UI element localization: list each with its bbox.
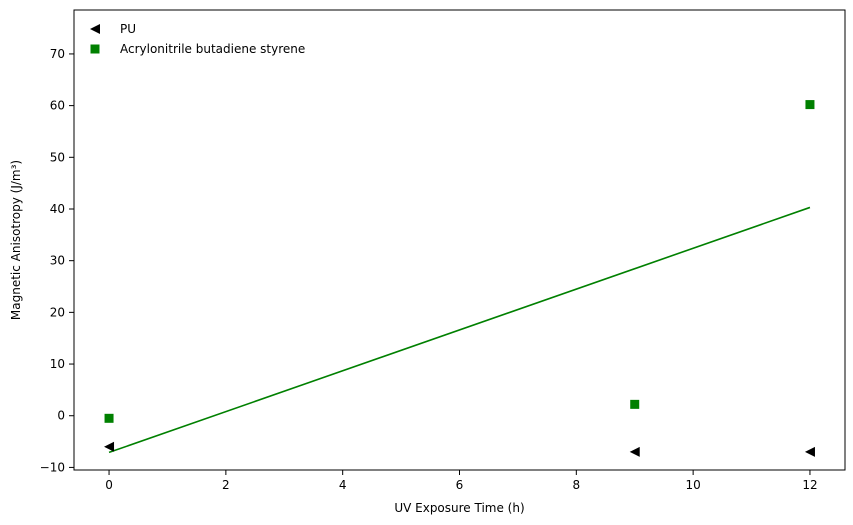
data-point-series-1 (805, 100, 815, 110)
legend-marker-1 (90, 44, 100, 54)
y-tick-label: 40 (50, 202, 65, 216)
x-tick-label: 12 (802, 478, 817, 492)
y-axis-ticks: −10 0 10 20 30 40 50 60 70 (40, 47, 74, 474)
trendline-layer (108, 206, 811, 454)
legend-marker-0 (90, 24, 100, 34)
y-tick-label: 20 (50, 305, 65, 319)
legend-label-0: PU (120, 22, 136, 36)
x-tick-label: 10 (685, 478, 700, 492)
data-point-series-0 (629, 446, 640, 457)
y-tick-label: 30 (50, 254, 65, 268)
plot-area (74, 10, 845, 470)
y-tick-label: 0 (57, 409, 65, 423)
y-tick-label: −10 (40, 460, 65, 474)
y-tick-label: 70 (50, 47, 65, 61)
x-tick-label: 0 (105, 478, 113, 492)
x-tick-label: 8 (572, 478, 580, 492)
x-tick-label: 4 (339, 478, 347, 492)
y-axis-label: Magnetic Anisotropy (J/m³) (9, 160, 23, 320)
data-point-series-0 (104, 441, 115, 452)
y-tick-label: 60 (50, 99, 65, 113)
x-tick-label: 6 (456, 478, 464, 492)
data-point-series-1 (630, 399, 640, 409)
y-tick-label: 50 (50, 150, 65, 164)
legend-label-1: Acrylonitrile butadiene styrene (120, 42, 305, 56)
data-points-layer (104, 100, 815, 457)
trend-line (108, 206, 811, 454)
x-tick-label: 2 (222, 478, 230, 492)
x-axis-ticks: 0 2 4 6 8 10 12 (105, 470, 818, 492)
y-tick-label: 10 (50, 357, 65, 371)
x-axis-label: UV Exposure Time (h) (394, 501, 524, 515)
legend: PU Acrylonitrile butadiene styrene (90, 22, 305, 56)
data-point-series-1 (104, 413, 114, 423)
data-point-series-0 (804, 446, 815, 457)
